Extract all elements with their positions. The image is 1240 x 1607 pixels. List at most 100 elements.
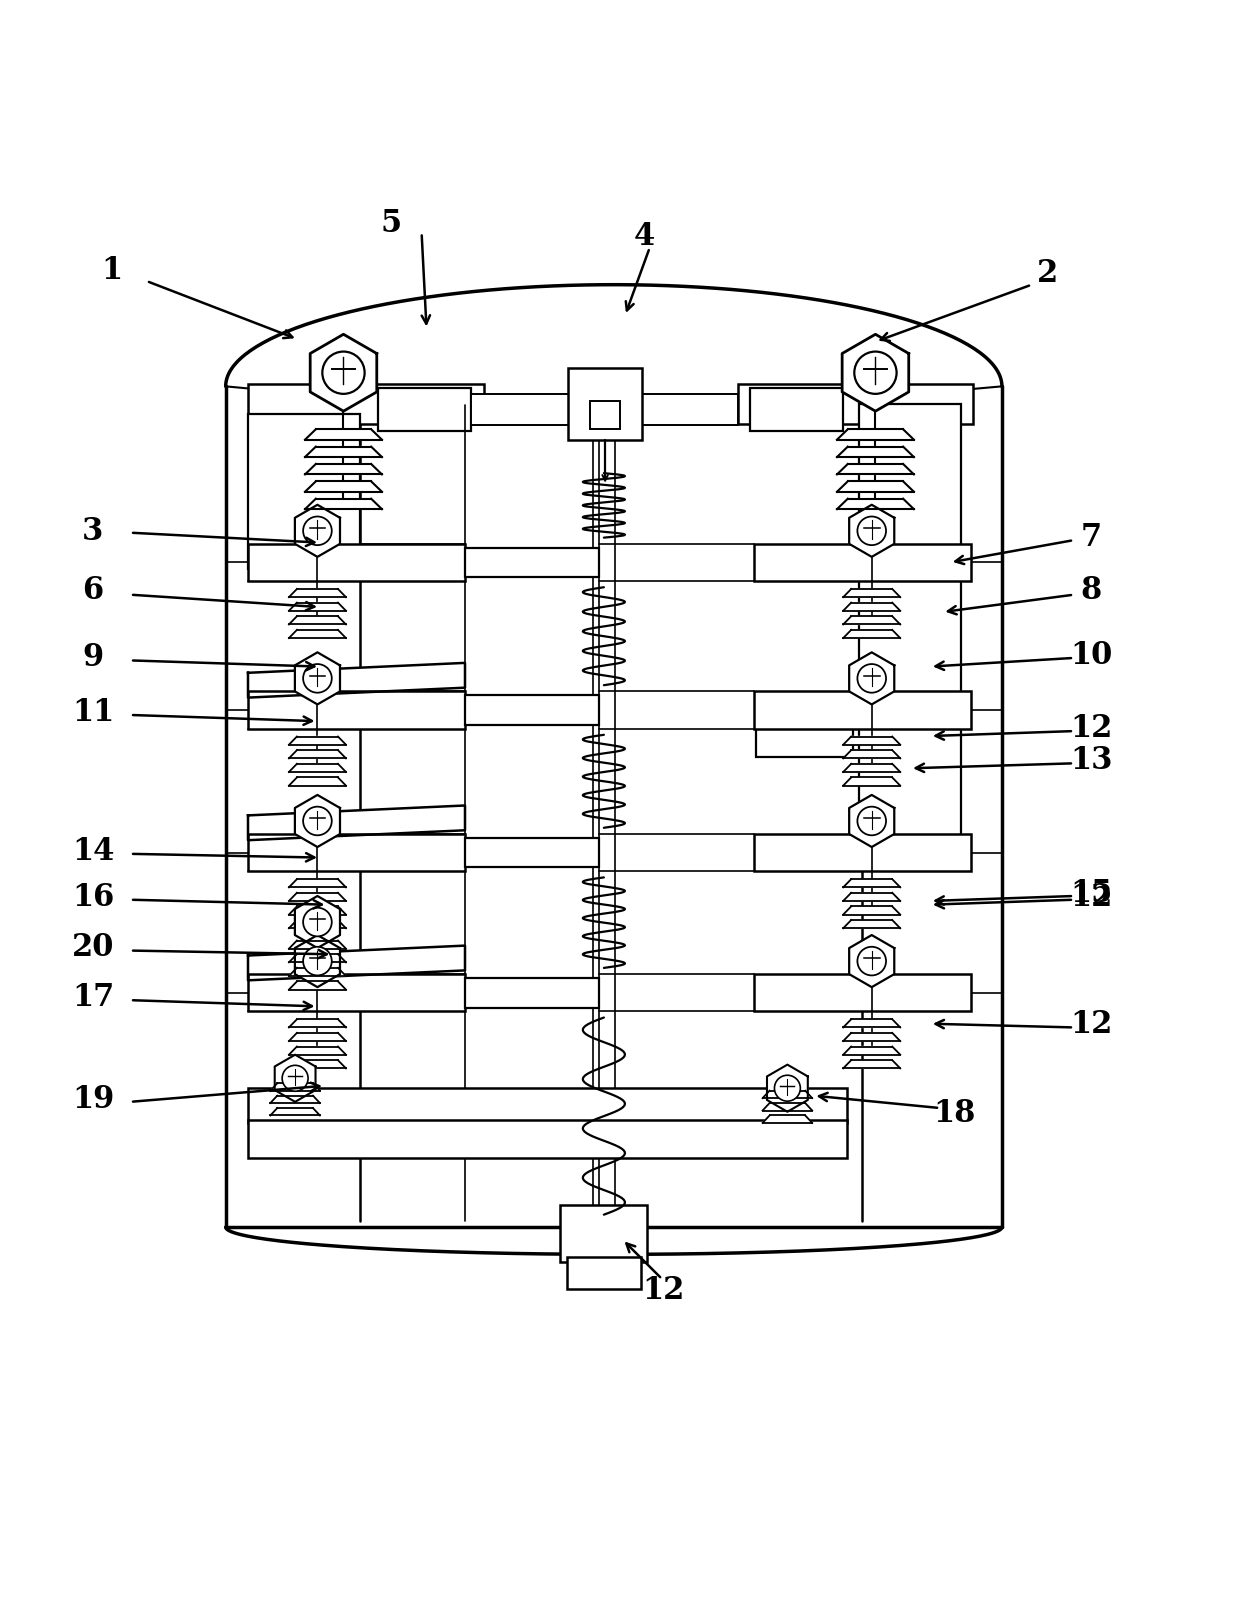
Polygon shape — [763, 1115, 812, 1123]
Bar — [248, 834, 465, 871]
Polygon shape — [849, 935, 894, 988]
Polygon shape — [289, 942, 346, 950]
Polygon shape — [289, 765, 346, 773]
Circle shape — [775, 1075, 800, 1101]
Polygon shape — [270, 1096, 320, 1104]
Bar — [560, 1205, 647, 1261]
Circle shape — [854, 352, 897, 395]
Polygon shape — [837, 500, 914, 509]
Polygon shape — [305, 431, 382, 440]
Polygon shape — [837, 447, 914, 458]
Polygon shape — [289, 967, 346, 977]
Text: 20: 20 — [72, 932, 114, 963]
Circle shape — [303, 665, 332, 693]
Polygon shape — [289, 738, 346, 746]
Polygon shape — [305, 447, 382, 458]
Bar — [567, 1257, 641, 1289]
Polygon shape — [295, 897, 340, 948]
Text: 4: 4 — [634, 220, 656, 251]
Polygon shape — [289, 1061, 346, 1069]
Bar — [378, 389, 471, 432]
Circle shape — [857, 807, 887, 836]
Polygon shape — [843, 1061, 900, 1069]
Polygon shape — [843, 906, 900, 914]
Bar — [754, 834, 971, 871]
Polygon shape — [248, 807, 465, 840]
Polygon shape — [837, 464, 914, 476]
Bar — [248, 974, 465, 1012]
Polygon shape — [843, 603, 900, 611]
Text: 19: 19 — [72, 1083, 114, 1114]
Polygon shape — [295, 506, 340, 558]
Circle shape — [857, 665, 887, 693]
Polygon shape — [849, 506, 894, 558]
Bar — [738, 384, 973, 424]
Circle shape — [303, 517, 332, 546]
Polygon shape — [295, 935, 340, 988]
Bar — [568, 368, 642, 440]
Text: 1: 1 — [100, 256, 123, 286]
Polygon shape — [843, 921, 900, 929]
Text: 7: 7 — [1080, 522, 1102, 553]
Polygon shape — [289, 590, 346, 598]
Polygon shape — [289, 1046, 346, 1056]
Text: 12: 12 — [1070, 712, 1112, 744]
Polygon shape — [843, 590, 900, 598]
Circle shape — [283, 1065, 308, 1091]
Polygon shape — [305, 464, 382, 476]
Text: 3: 3 — [82, 516, 104, 546]
Circle shape — [322, 352, 365, 395]
Bar — [754, 974, 971, 1012]
Bar — [754, 693, 971, 730]
Text: 18: 18 — [934, 1098, 976, 1128]
Text: 15: 15 — [1070, 877, 1112, 908]
Polygon shape — [289, 630, 346, 638]
Polygon shape — [289, 906, 346, 914]
Text: 14: 14 — [72, 836, 114, 866]
Text: 12: 12 — [1070, 1009, 1112, 1040]
Circle shape — [303, 807, 332, 836]
Polygon shape — [289, 1033, 346, 1041]
Polygon shape — [843, 750, 900, 759]
Circle shape — [303, 947, 332, 975]
Text: 11: 11 — [72, 696, 114, 728]
Bar — [590, 402, 620, 429]
Polygon shape — [843, 630, 900, 638]
Bar — [471, 395, 738, 426]
Text: 17: 17 — [72, 982, 114, 1012]
Polygon shape — [837, 482, 914, 492]
Polygon shape — [289, 879, 346, 887]
Polygon shape — [289, 955, 346, 963]
Bar — [465, 839, 599, 868]
Text: 13: 13 — [1070, 744, 1112, 776]
Polygon shape — [289, 1019, 346, 1028]
Polygon shape — [248, 664, 465, 697]
Text: 9: 9 — [82, 641, 104, 673]
Polygon shape — [289, 778, 346, 786]
Bar — [248, 1120, 847, 1159]
Text: 8: 8 — [1080, 575, 1102, 606]
Circle shape — [303, 908, 332, 937]
Polygon shape — [248, 947, 465, 980]
Polygon shape — [843, 1019, 900, 1028]
Polygon shape — [842, 336, 909, 411]
Text: 2: 2 — [1037, 257, 1059, 289]
Polygon shape — [289, 617, 346, 625]
Polygon shape — [843, 1046, 900, 1056]
Bar — [248, 384, 484, 424]
Polygon shape — [270, 1083, 320, 1091]
Polygon shape — [305, 482, 382, 492]
Polygon shape — [843, 879, 900, 887]
Text: 5: 5 — [379, 207, 402, 239]
Polygon shape — [843, 778, 900, 786]
Bar — [750, 389, 843, 432]
Polygon shape — [305, 500, 382, 509]
Polygon shape — [270, 1109, 320, 1115]
Polygon shape — [295, 795, 340, 847]
Polygon shape — [289, 921, 346, 929]
Polygon shape — [763, 1091, 812, 1099]
Polygon shape — [289, 893, 346, 902]
Bar — [859, 405, 961, 566]
Polygon shape — [843, 738, 900, 746]
Polygon shape — [295, 652, 340, 705]
